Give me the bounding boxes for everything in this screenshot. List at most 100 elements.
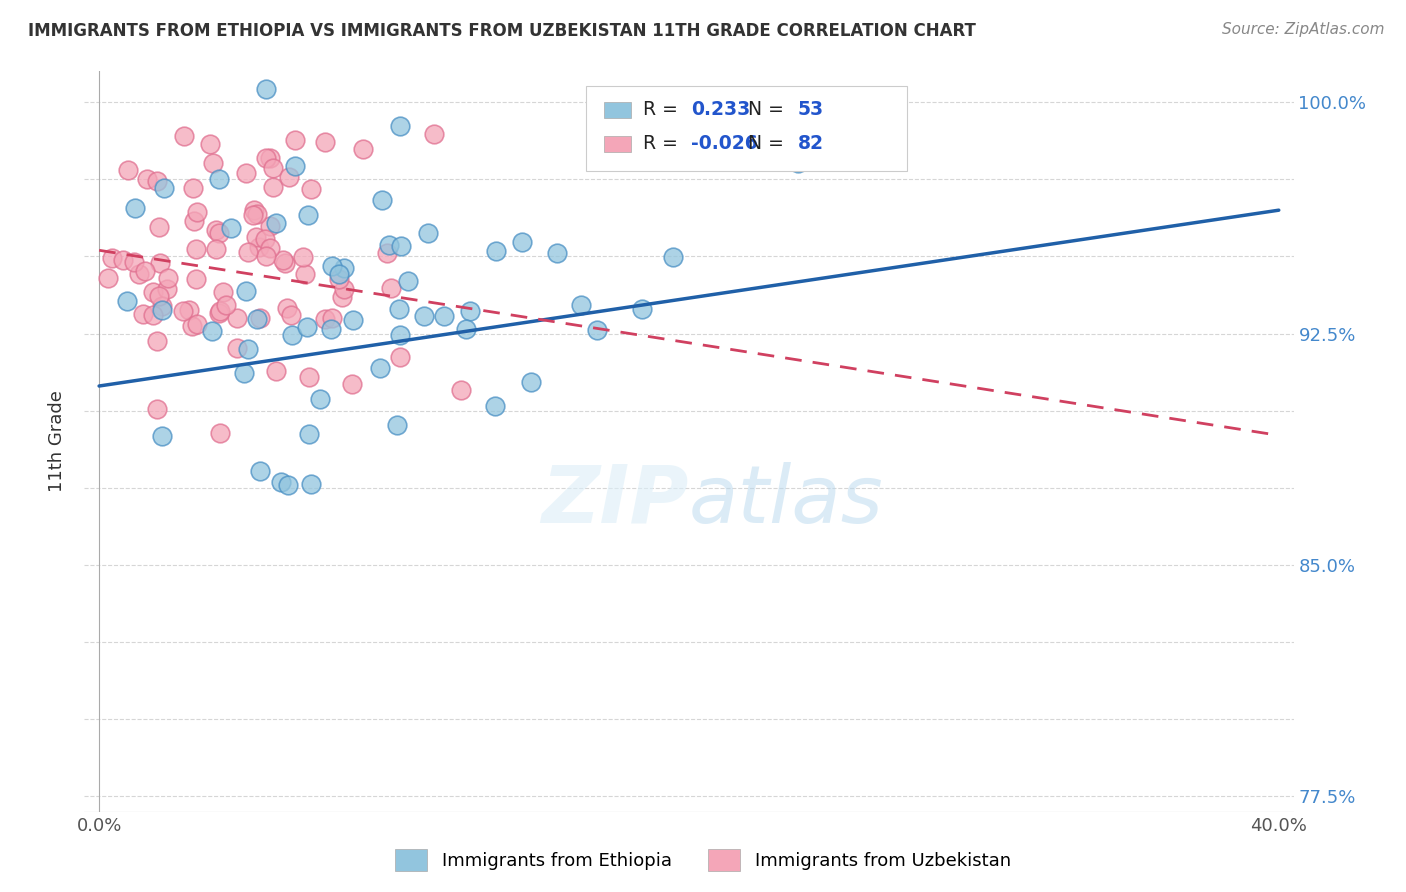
- Point: [309, 392, 332, 406]
- Point: [96, 271, 118, 285]
- Point: [146, 402, 169, 417]
- Point: [380, 281, 402, 295]
- Point: [132, 307, 155, 321]
- Point: [128, 267, 150, 281]
- Point: [314, 135, 336, 149]
- Point: [370, 193, 392, 207]
- FancyBboxPatch shape: [586, 87, 907, 171]
- Text: N =: N =: [742, 101, 790, 120]
- Point: [332, 261, 354, 276]
- Point: [254, 232, 277, 246]
- Point: [124, 201, 146, 215]
- Point: [433, 309, 456, 323]
- Point: [375, 246, 398, 260]
- Point: [352, 142, 374, 156]
- Legend: Immigrants from Ethiopia, Immigrants from Uzbekistan: Immigrants from Ethiopia, Immigrants fro…: [388, 842, 1018, 879]
- Point: [423, 127, 446, 141]
- Point: [662, 250, 685, 264]
- Point: [298, 426, 321, 441]
- Text: Source: ZipAtlas.com: Source: ZipAtlas.com: [1222, 22, 1385, 37]
- Point: [211, 285, 233, 299]
- Point: [207, 305, 229, 319]
- Point: [142, 285, 165, 299]
- Point: [117, 163, 139, 178]
- Point: [142, 309, 165, 323]
- Point: [156, 270, 179, 285]
- Point: [631, 302, 654, 317]
- Point: [254, 151, 277, 165]
- Point: [321, 259, 343, 273]
- Point: [236, 342, 259, 356]
- Text: R =: R =: [643, 101, 683, 120]
- Point: [284, 159, 307, 173]
- Point: [546, 245, 568, 260]
- Point: [208, 172, 231, 186]
- Point: [321, 310, 343, 325]
- Point: [201, 156, 224, 170]
- Text: 82: 82: [797, 135, 824, 153]
- Point: [294, 268, 316, 282]
- Point: [101, 252, 124, 266]
- Point: [146, 174, 169, 188]
- Point: [328, 267, 350, 281]
- Point: [389, 239, 412, 253]
- Point: [183, 214, 205, 228]
- Point: [284, 133, 307, 147]
- Point: [134, 263, 156, 277]
- Point: [208, 425, 231, 440]
- Point: [299, 182, 322, 196]
- Point: [314, 312, 336, 326]
- Point: [184, 242, 207, 256]
- Point: [219, 221, 242, 235]
- Point: [238, 245, 260, 260]
- Point: [412, 309, 434, 323]
- Point: [200, 136, 222, 151]
- Text: N =: N =: [742, 135, 790, 153]
- Point: [149, 255, 172, 269]
- Point: [232, 366, 254, 380]
- Point: [201, 325, 224, 339]
- Point: [150, 299, 173, 313]
- Point: [585, 323, 607, 337]
- Point: [458, 303, 481, 318]
- Point: [115, 294, 138, 309]
- Point: [340, 376, 363, 391]
- Point: [264, 364, 287, 378]
- Point: [389, 350, 412, 364]
- Point: [330, 290, 353, 304]
- Point: [259, 219, 281, 233]
- Point: [328, 272, 350, 286]
- Point: [204, 222, 226, 236]
- Point: [215, 297, 238, 311]
- Text: -0.026: -0.026: [692, 135, 758, 153]
- Y-axis label: 11th Grade: 11th Grade: [48, 391, 66, 492]
- Point: [146, 334, 169, 348]
- Point: [276, 301, 298, 315]
- Point: [247, 240, 270, 254]
- FancyBboxPatch shape: [605, 102, 631, 118]
- Point: [454, 321, 477, 335]
- Point: [111, 253, 134, 268]
- Point: [148, 289, 170, 303]
- Text: atlas: atlas: [689, 462, 884, 540]
- Point: [204, 242, 226, 256]
- Point: [292, 250, 315, 264]
- Point: [226, 310, 249, 325]
- Point: [520, 375, 543, 389]
- Point: [150, 303, 173, 318]
- Point: [235, 166, 257, 180]
- Point: [172, 304, 194, 318]
- Point: [450, 383, 472, 397]
- Point: [264, 216, 287, 230]
- Point: [333, 282, 356, 296]
- Point: [274, 255, 297, 269]
- Point: [186, 317, 208, 331]
- Point: [246, 207, 269, 221]
- Point: [225, 341, 247, 355]
- Point: [246, 312, 269, 326]
- Text: R =: R =: [643, 135, 683, 153]
- Point: [254, 82, 277, 96]
- Point: [243, 202, 266, 217]
- Point: [153, 181, 176, 195]
- Point: [342, 313, 364, 327]
